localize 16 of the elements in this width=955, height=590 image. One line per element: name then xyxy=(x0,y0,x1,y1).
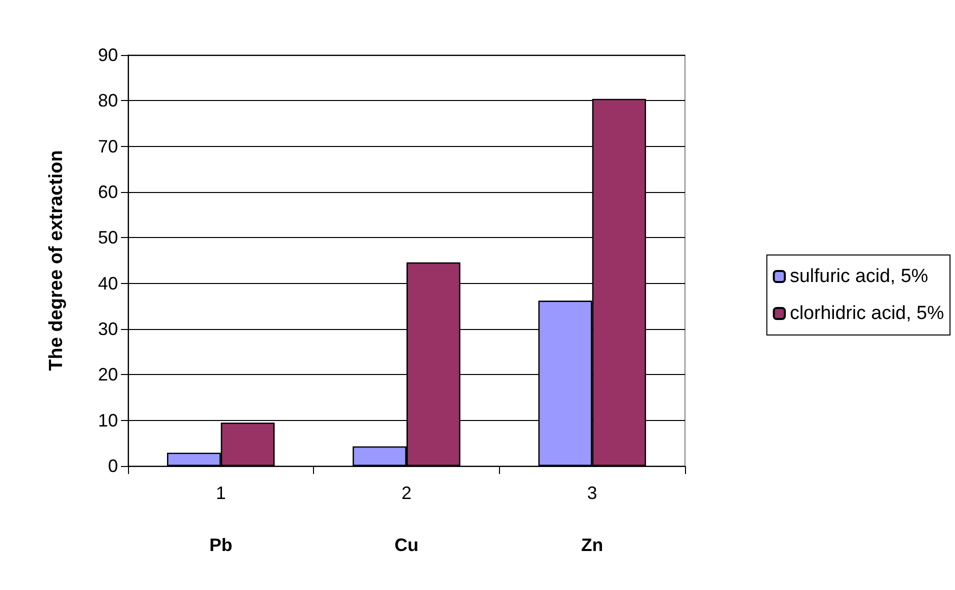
category-label: 2 Cu xyxy=(394,483,418,555)
y-tick-label: 60 xyxy=(98,182,118,202)
y-tick-label: 90 xyxy=(98,45,118,65)
legend-label: sulfuric acid, 5% xyxy=(790,266,928,287)
y-tick-label: 20 xyxy=(98,364,118,385)
y-tick-label: 70 xyxy=(98,136,118,156)
y-axis-title: The degree of extraction xyxy=(46,150,67,371)
category-label: 3 Zn xyxy=(581,483,604,555)
y-tick-label: 30 xyxy=(98,319,118,339)
y-tick-label: 0 xyxy=(108,456,118,476)
category-label: 1 Pb xyxy=(209,483,232,555)
y-tick-label: 10 xyxy=(98,410,118,430)
y-tick-label: 40 xyxy=(98,273,118,294)
legend-label: clorhidric acid, 5% xyxy=(790,303,944,324)
y-tick-label: 80 xyxy=(98,90,118,111)
y-tick-label: 50 xyxy=(98,228,118,248)
